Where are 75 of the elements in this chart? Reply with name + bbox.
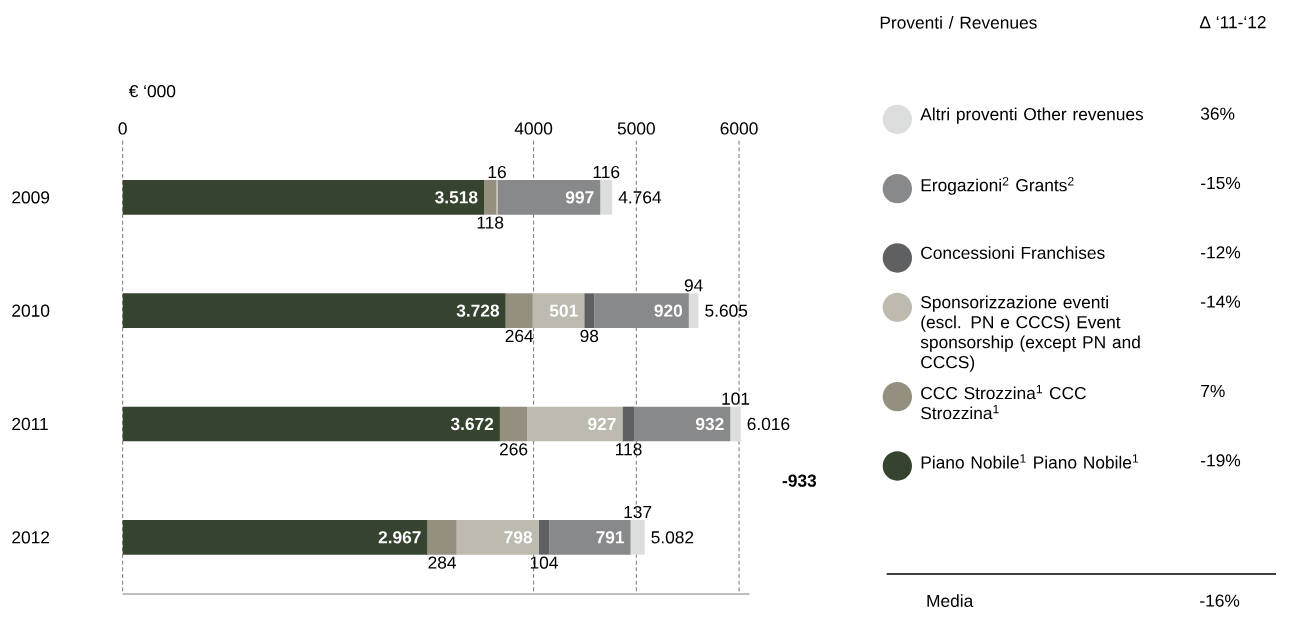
bar xyxy=(634,406,731,442)
total-label: 6.016 xyxy=(747,417,790,431)
text: -19% xyxy=(1201,454,1241,467)
data-label: 2.967 xyxy=(378,531,421,544)
text: -933 xyxy=(782,474,817,487)
bar xyxy=(527,406,623,442)
text: 7% xyxy=(1201,384,1225,398)
data-label: 932 xyxy=(695,417,724,431)
bar xyxy=(688,293,699,328)
y-tick-label: 2011 xyxy=(12,417,48,431)
data-label: 3.518 xyxy=(435,191,478,204)
data-label: 98 xyxy=(580,329,599,343)
bar xyxy=(730,406,741,442)
text: -16% xyxy=(1200,594,1240,607)
y-tick-label: 2010 xyxy=(12,304,50,317)
bar xyxy=(505,293,533,328)
text: -15% xyxy=(1201,176,1241,190)
data-label: 798 xyxy=(504,531,533,544)
data-label: 264 xyxy=(505,329,534,343)
text: -14% xyxy=(1201,295,1241,308)
data-label: 94 xyxy=(684,279,703,292)
legend-title: Proventi / Revenues xyxy=(880,16,1037,29)
data-label: 3.728 xyxy=(456,304,500,317)
y-tick-label: 2012 xyxy=(12,531,50,544)
x-tick-label: 0 xyxy=(118,122,127,135)
data-label: 284 xyxy=(428,556,457,569)
x-tick-label: 6000 xyxy=(720,122,758,135)
bar xyxy=(549,519,631,555)
data-label: 104 xyxy=(530,556,558,569)
bar xyxy=(497,180,601,215)
data-label: 266 xyxy=(499,443,528,456)
data-label: 118 xyxy=(477,216,504,229)
total-label: 5.605 xyxy=(705,304,748,317)
bar xyxy=(600,180,613,215)
x-tick-label: 4000 xyxy=(514,122,553,135)
bar xyxy=(122,180,485,215)
data-label: 997 xyxy=(565,191,594,204)
bar xyxy=(594,293,689,328)
bar xyxy=(122,406,500,442)
data-label: 116 xyxy=(593,165,620,179)
text: -12% xyxy=(1201,246,1241,259)
bar xyxy=(538,519,550,555)
bar xyxy=(427,519,457,555)
total-label: 4.764 xyxy=(618,191,662,204)
bar xyxy=(484,180,497,215)
text: 36% xyxy=(1200,107,1235,120)
bar xyxy=(122,293,506,328)
data-label: 927 xyxy=(588,417,616,431)
text: CCC Strozzina$^{1}$ CCC Strozzina$^{1}$ xyxy=(921,384,1086,420)
text: Media xyxy=(927,594,974,608)
text: Δ ‘11-‘12 xyxy=(1199,16,1266,29)
bar xyxy=(456,519,539,555)
bar xyxy=(532,293,585,328)
legend-label: Erogazioni$^{2}$ Grants$^{2}$ xyxy=(921,176,1074,195)
data-label: 791 xyxy=(596,531,625,544)
bar xyxy=(122,519,428,555)
bar xyxy=(499,406,528,442)
legend-label: Piano Nobile$^{1}$ Piano Nobile$^{1}$ xyxy=(921,454,1139,469)
bar xyxy=(630,519,645,555)
bar xyxy=(622,406,635,442)
data-label: 920 xyxy=(654,304,683,317)
x-tick-label: 5000 xyxy=(617,122,655,135)
legend-label: Sponsorizzazione eventi (escl. PN e CCCS) Event sponsorship (except PN and CCCS) xyxy=(920,295,1140,372)
total-label: 5.082 xyxy=(651,531,694,544)
data-label: 16 xyxy=(488,165,506,179)
data-label: 137 xyxy=(624,505,652,519)
data-label: 3.672 xyxy=(450,417,494,431)
data-label: 118 xyxy=(616,443,642,456)
data-label: 501 xyxy=(549,304,578,317)
data-label: 101 xyxy=(722,392,750,405)
legend-label: Altri proventi Other revenues xyxy=(920,107,1144,124)
x-axis-title: € ‘000 xyxy=(128,85,176,98)
bar xyxy=(584,293,595,328)
y-tick-label: 2009 xyxy=(12,191,50,204)
legend-label: Concessioni Franchises xyxy=(921,246,1105,259)
